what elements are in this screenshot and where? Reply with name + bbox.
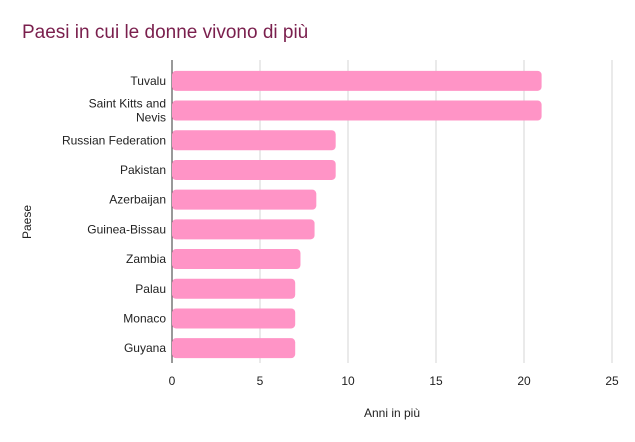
y-tick-label: Guyana [124,341,166,355]
y-tick-label: Palau [135,282,166,296]
y-tick-label: Tuvalu [130,74,166,88]
bar [172,219,315,240]
bar [172,249,301,270]
bar [172,159,336,180]
y-tick-label: Pakistan [120,163,166,177]
x-tick-label: 15 [429,374,443,388]
y-tick-label: Guinea-Bissau [87,222,166,236]
x-axis-title: Anni in più [364,406,420,420]
y-tick-label: Zambia [126,252,166,266]
x-tick-label: 5 [257,374,264,388]
bar [172,278,296,299]
x-tick-label: 10 [341,374,355,388]
bar [172,338,296,359]
bars [172,70,542,359]
bar [172,189,317,210]
y-tick-label: Russian Federation [62,133,166,147]
x-tick-label: 20 [517,374,531,388]
y-tick-label: Saint Kitts and [89,97,166,111]
x-tick-label: 0 [169,374,176,388]
y-tick-label: Nevis [136,111,166,125]
y-axis-title: Paese [20,205,34,239]
chart-title: Paesi in cui le donne vivono di più [22,22,309,43]
x-tick-labels: 0 5 10 15 20 25 [169,374,619,388]
bar [172,130,336,151]
y-tick-label: Azerbaijan [109,193,166,207]
bar [172,308,296,329]
bar [172,70,542,91]
x-tick-label: 25 [605,374,619,388]
y-tick-label: Monaco [123,311,166,325]
bar [172,100,542,121]
